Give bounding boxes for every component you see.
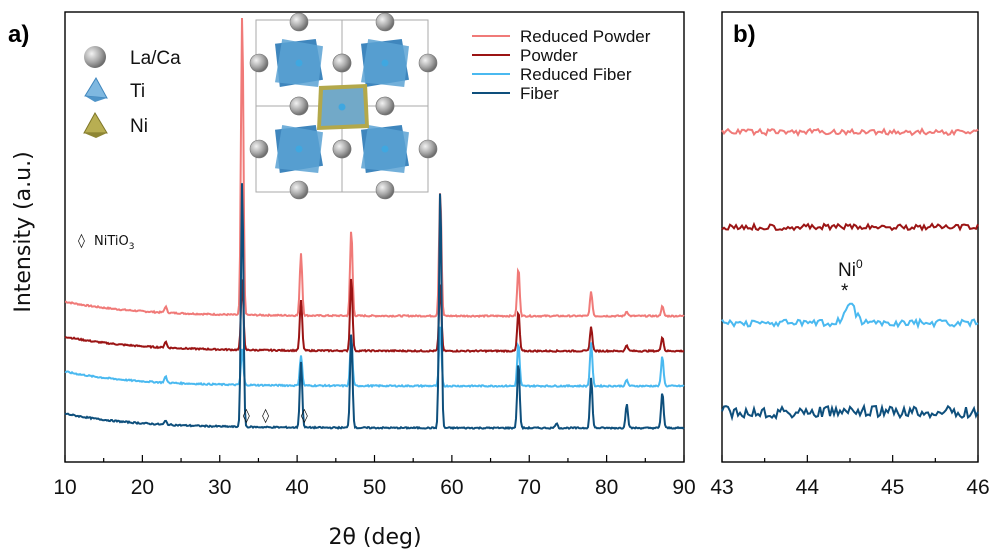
series-line-reduced-fiber xyxy=(64,326,685,389)
x-tick-label: 40 xyxy=(285,476,308,499)
panel-b-ticks: 43 44 45 46 xyxy=(710,455,990,499)
legend-label: Reduced Fiber xyxy=(520,65,632,84)
panel-b-series-line-reduced-fiber xyxy=(721,302,979,330)
structure-key: La/Ca Ti Ni xyxy=(83,46,181,138)
la-ca-atom xyxy=(418,139,438,159)
la-ca-atom xyxy=(375,180,395,200)
key-label-ni: Ni xyxy=(130,116,148,137)
key-label-la-ca: La/Ca xyxy=(130,48,181,69)
ni-octahedron xyxy=(317,84,369,130)
panel-b-series-line-powder xyxy=(721,221,979,232)
la-ca-atom xyxy=(289,96,309,116)
ni-octahedron-icon xyxy=(83,111,108,138)
panel-b-x-tick-label: 45 xyxy=(881,476,904,499)
la-ca-atom xyxy=(375,12,395,32)
panel-b-x-tick-label: 46 xyxy=(966,476,989,499)
x-tick-label: 20 xyxy=(131,476,154,499)
ni0-label: Ni0 xyxy=(838,257,863,281)
series-line-fiber xyxy=(64,183,685,431)
legend-label: Powder xyxy=(520,46,578,65)
panel-b-x-tick-label: 44 xyxy=(796,476,820,499)
panel-b-series-line-fiber xyxy=(721,403,979,422)
x-tick-label: 60 xyxy=(440,476,463,499)
panel-a-label: a) xyxy=(8,21,29,48)
ti-octahedron xyxy=(275,39,323,87)
panel-b-frame xyxy=(721,11,979,463)
nitio3-marker-1: ◊ xyxy=(243,408,250,424)
y-axis-title: Intensity (a.u.) xyxy=(11,151,36,312)
la-ca-atom xyxy=(289,12,309,32)
la-ca-atom xyxy=(249,139,269,159)
legend-label: Fiber xyxy=(520,84,559,103)
x-tick-label: 70 xyxy=(518,476,541,499)
la-ca-atom xyxy=(375,96,395,116)
panel-b-series-group xyxy=(721,127,979,422)
panel-b: b) 43 44 45 46 Ni0 * xyxy=(710,11,990,499)
x-axis-title: 2θ (deg) xyxy=(328,525,421,550)
crystal-structure-inset xyxy=(249,12,438,200)
key-label-ti: Ti xyxy=(130,81,145,102)
ti-octahedron-icon xyxy=(84,77,108,102)
la-ca-atom xyxy=(249,53,269,73)
ni0-asterisk: * xyxy=(841,281,849,302)
series-line-reduced-powder xyxy=(64,17,685,319)
x-tick-label: 30 xyxy=(208,476,231,499)
la-ca-atom xyxy=(418,53,438,73)
series-line-powder xyxy=(64,278,685,354)
nitio3-marker-3: ◊ xyxy=(301,408,308,424)
ti-octahedron xyxy=(275,125,323,173)
x-tick-label: 90 xyxy=(672,476,695,499)
ti-octahedron xyxy=(361,39,409,87)
nitio3-legend-symbol: ◊ xyxy=(78,233,85,249)
ni0-annotation: Ni0 * xyxy=(838,257,863,302)
x-tick-label: 50 xyxy=(363,476,386,499)
legend-label: Reduced Powder xyxy=(520,27,651,46)
panel-b-label: b) xyxy=(733,21,756,48)
panel-a-series-group: ◊ ◊ ◊ xyxy=(64,17,685,431)
nitio3-legend-text: NiTiO3 xyxy=(94,234,134,252)
x-tick-label: 10 xyxy=(53,476,76,499)
nitio3-marker-2: ◊ xyxy=(262,408,269,424)
la-ca-atom xyxy=(332,139,352,159)
nitio3-marker-legend: ◊ NiTiO3 xyxy=(78,233,134,252)
la-ca-atom xyxy=(289,180,309,200)
ti-octahedron xyxy=(361,125,409,173)
la-ca-sphere-icon xyxy=(84,46,106,68)
panel-a-ticks: 10 20 30 40 50 60 70 80 90 xyxy=(53,455,696,499)
panel-b-x-tick-label: 43 xyxy=(710,476,733,499)
panel-a: a) ◊ ◊ ◊ 10 20 30 40 50 60 70 80 90 Intensity (a.u… xyxy=(8,11,696,550)
la-ca-atom xyxy=(332,53,352,73)
panel-b-series-line-reduced-powder xyxy=(721,127,979,138)
x-tick-label: 80 xyxy=(595,476,618,499)
